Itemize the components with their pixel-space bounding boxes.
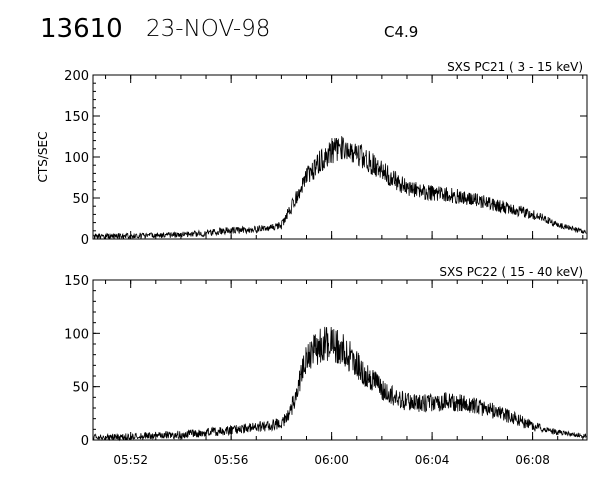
plot-frame (92, 279, 588, 441)
chart-panel-2: SXS PC22 ( 15 - 40 keV) 0 50 100 150 05:52 05:… (64, 265, 588, 467)
chart-title: SXS PC22 ( 15 - 40 keV) (439, 265, 583, 279)
plot-frame (92, 74, 588, 240)
x-tick-label: 05:52 (113, 453, 148, 467)
chart-panel-1: SXS PC21 ( 3 - 15 keV) 0 50 100 150 200 CTS/SE… (36, 60, 588, 248)
x-tick-label: 05:56 (214, 453, 249, 467)
flare-class: C4.9 (384, 23, 419, 41)
x-tick-label: 06:08 (515, 453, 550, 467)
y-tick-label: 200 (64, 69, 89, 84)
y-tick-label: 50 (72, 192, 89, 207)
event-id: 13610 (40, 14, 123, 44)
y-tick-label: 150 (64, 110, 89, 125)
y-tick-label: 0 (81, 233, 89, 248)
x-tick-label: 06:00 (314, 453, 349, 467)
event-date: 23-NOV-98 (146, 16, 271, 42)
y-tick-label: 100 (64, 151, 89, 166)
y-tick-label: 50 (72, 381, 89, 396)
chart-title: SXS PC21 ( 3 - 15 keV) (447, 60, 583, 74)
data-series-line (93, 326, 587, 442)
x-tick-label: 06:04 (415, 453, 450, 467)
y-tick-label: 100 (64, 327, 89, 342)
y-tick-label: 150 (64, 274, 89, 289)
y-axis-label: CTS/SEC (36, 132, 50, 183)
data-series-line (93, 136, 587, 240)
y-tick-label: 0 (81, 434, 89, 449)
